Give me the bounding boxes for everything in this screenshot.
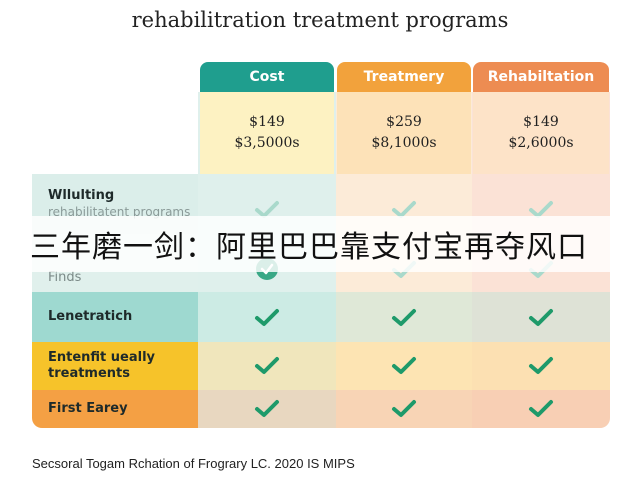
row-label-text: First Earey	[48, 401, 128, 416]
column-header-cost: Cost	[200, 62, 334, 92]
column-header-treatment: Treatmery	[337, 62, 471, 92]
row-label: First Earey	[32, 390, 198, 428]
price-cell-cost: $149 $3,5000s	[200, 92, 334, 174]
check-icon	[252, 306, 282, 330]
price-cell-rehabilitation: $149 $2,6000s	[473, 92, 609, 174]
price-value: $149	[523, 114, 559, 130]
price-value: $8,1000s	[371, 135, 437, 151]
comparison-table: Cost Treatmery Rehabiltation $149 $3,500…	[32, 62, 610, 428]
check-icon	[389, 306, 419, 330]
check-icon	[526, 306, 556, 330]
row-label-subtext: rehabilitatent programs	[48, 205, 191, 219]
overlay-caption: 三年磨一剑：阿里巴巴靠支付宝再夺风口	[0, 216, 640, 272]
row-label-text: Wllulting	[48, 188, 115, 203]
page-title: rehabilitration treatment programs	[131, 8, 509, 32]
price-value: $2,6000s	[508, 135, 574, 151]
row-label-text: Lenetratich	[48, 309, 133, 324]
row-band	[198, 292, 610, 342]
check-icon	[526, 397, 556, 421]
check-icon	[252, 354, 282, 378]
price-value: $3,5000s	[234, 135, 300, 151]
footer-caption: Secsoral Togam Rchation of Frograry LC. …	[32, 456, 355, 471]
check-icon	[389, 354, 419, 378]
column-header-rehabilitation: Rehabiltation	[473, 62, 609, 92]
check-icon	[389, 397, 419, 421]
row-label-text: Finds	[48, 270, 82, 285]
row-label: Entenfit ueally treatments	[32, 342, 198, 390]
check-icon	[526, 354, 556, 378]
check-icon	[252, 397, 282, 421]
price-value: $259	[386, 114, 422, 130]
price-cell-treatment: $259 $8,1000s	[337, 92, 471, 174]
row-label-text: Entenfit ueally treatments	[48, 350, 156, 381]
row-label: Lenetratich	[32, 292, 198, 342]
price-value: $149	[249, 114, 285, 130]
